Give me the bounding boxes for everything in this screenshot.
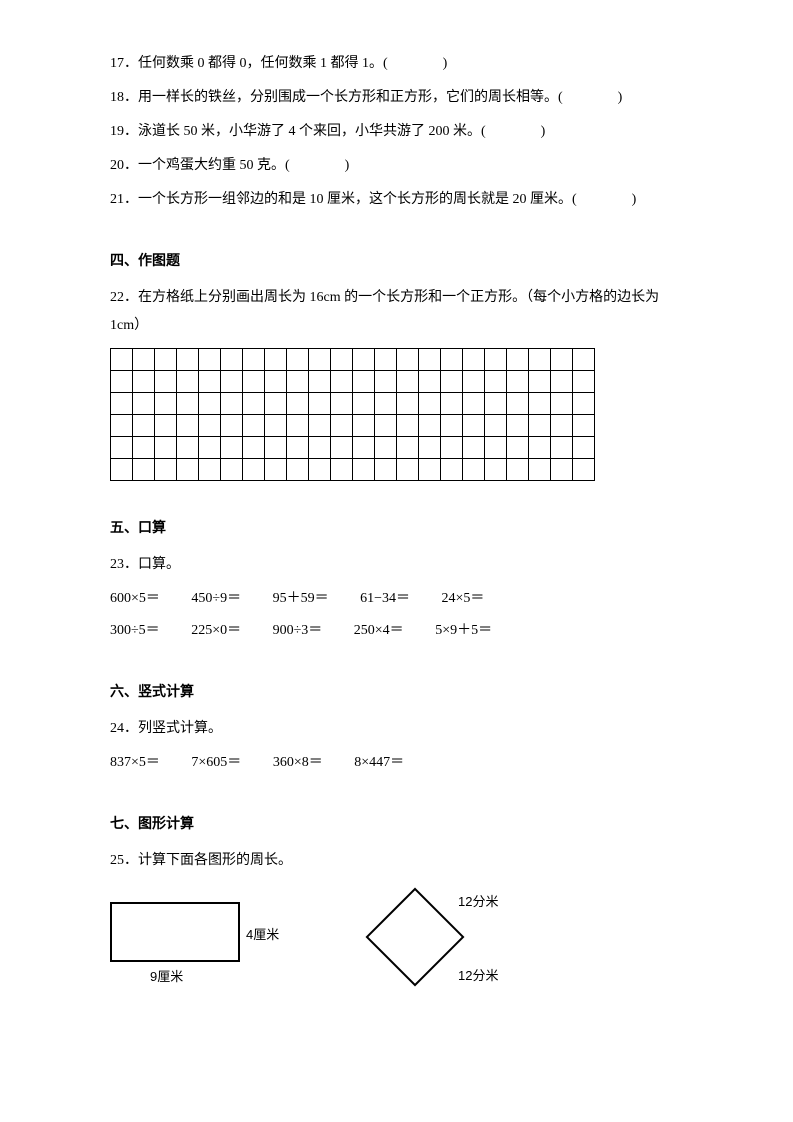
q21-text: 一个长方形一组邻边的和是 10 厘米，这个长方形的周长就是 20 厘米。 xyxy=(138,192,572,207)
rectangle-figure: 4厘米 9厘米 xyxy=(110,902,290,992)
q23-num: 23． xyxy=(110,557,138,572)
q17-num: 17． xyxy=(110,56,138,71)
calc-item: 450÷9＝ xyxy=(191,585,241,613)
calc-item: 250×4＝ xyxy=(354,617,404,645)
grid-table[interactable] xyxy=(110,348,595,481)
calc-item: 900÷3＝ xyxy=(273,617,323,645)
question-18: 18．用一样长的铁丝，分别围成一个长方形和正方形，它们的周长相等。() xyxy=(110,84,683,112)
q19-num: 19． xyxy=(110,124,138,139)
shapes-row: 4厘米 9厘米 12分米 12分米 xyxy=(110,887,683,1007)
calc-item: 300÷5＝ xyxy=(110,617,160,645)
q23-text: 口算。 xyxy=(138,557,180,572)
question-19: 19．泳道长 50 米，小华游了 4 个来回，小华共游了 200 米。() xyxy=(110,118,683,146)
calc-item: 837×5＝ xyxy=(110,749,160,777)
calc-item: 5×9＋5＝ xyxy=(435,617,492,645)
calc-item: 8×447＝ xyxy=(354,749,404,777)
q21-num: 21． xyxy=(110,192,138,207)
grid-paper xyxy=(110,348,683,481)
question-17: 17．任何数乘 0 都得 0，任何数乘 1 都得 1。() xyxy=(110,50,683,78)
question-21: 21．一个长方形一组邻边的和是 10 厘米，这个长方形的周长就是 20 厘米。(… xyxy=(110,186,683,214)
calc-item: 600×5＝ xyxy=(110,585,160,613)
calc-item: 225×0＝ xyxy=(191,617,241,645)
question-24: 24．列竖式计算。 xyxy=(110,715,683,743)
question-25: 25．计算下面各图形的周长。 xyxy=(110,847,683,875)
section5-title: 五、口算 xyxy=(110,517,683,537)
calc-item: 360×8＝ xyxy=(273,749,323,777)
section4-title: 四、作图题 xyxy=(110,250,683,270)
rectangle-shape xyxy=(110,902,240,962)
diamond-bottom-label: 12分米 xyxy=(458,965,498,984)
rect-height-label: 4厘米 xyxy=(246,924,279,943)
q20-text: 一个鸡蛋大约重 50 克。 xyxy=(138,158,285,173)
diamond-top-label: 12分米 xyxy=(458,891,498,910)
section6-title: 六、竖式计算 xyxy=(110,681,683,701)
calc-row-vertical: 837×5＝ 7×605＝ 360×8＝ 8×447＝ xyxy=(110,749,683,777)
diamond-shape xyxy=(366,888,465,987)
question-22: 22．在方格纸上分别画出周长为 16cm 的一个长方形和一个正方形。（每个小方格… xyxy=(110,284,683,340)
q19-text: 泳道长 50 米，小华游了 4 个来回，小华共游了 200 米。 xyxy=(138,124,481,139)
q18-num: 18． xyxy=(110,90,138,105)
calc-row-1: 600×5＝ 450÷9＝ 95＋59＝ 61−34＝ 24×5＝ xyxy=(110,585,683,613)
question-23: 23．口算。 xyxy=(110,551,683,579)
page-content: 17．任何数乘 0 都得 0，任何数乘 1 都得 1。() 18．用一样长的铁丝… xyxy=(0,0,793,1057)
calc-item: 24×5＝ xyxy=(442,585,485,613)
calc-item: 7×605＝ xyxy=(191,749,241,777)
section7-title: 七、图形计算 xyxy=(110,813,683,833)
q24-num: 24． xyxy=(110,721,138,736)
q25-text: 计算下面各图形的周长。 xyxy=(138,853,292,868)
calc-item: 61−34＝ xyxy=(360,585,410,613)
q24-text: 列竖式计算。 xyxy=(138,721,222,736)
calc-row-2: 300÷5＝ 225×0＝ 900÷3＝ 250×4＝ 5×9＋5＝ xyxy=(110,617,683,645)
q22-num: 22． xyxy=(110,290,138,305)
q17-text: 任何数乘 0 都得 0，任何数乘 1 都得 1。 xyxy=(138,56,383,71)
q25-num: 25． xyxy=(110,853,138,868)
q22-text: 在方格纸上分别画出周长为 16cm 的一个长方形和一个正方形。（每个小方格的边长… xyxy=(110,290,659,333)
q18-text: 用一样长的铁丝，分别围成一个长方形和正方形，它们的周长相等。 xyxy=(138,90,558,105)
q20-num: 20． xyxy=(110,158,138,173)
rect-width-label: 9厘米 xyxy=(150,966,183,985)
diamond-figure: 12分米 12分米 xyxy=(360,887,540,1007)
calc-item: 95＋59＝ xyxy=(273,585,329,613)
question-20: 20．一个鸡蛋大约重 50 克。() xyxy=(110,152,683,180)
